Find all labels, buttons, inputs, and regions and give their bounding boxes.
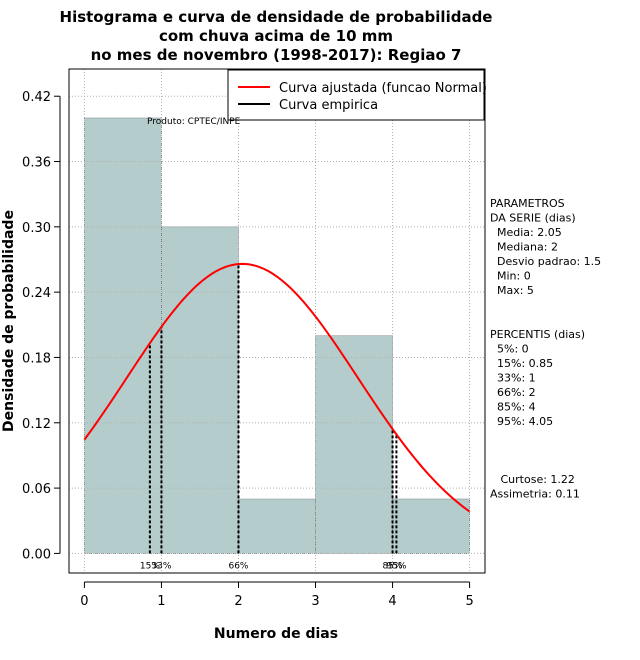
y-tick-label-4: 0.24 [22,286,51,301]
x-axis: 0 1 2 3 4 5 [80,581,474,609]
y-tick-label-6: 0.36 [22,156,51,171]
percentis-line-1: PERCENTIS (dias) [490,328,585,341]
percentis-line-5: 66%: 2 [490,386,536,399]
percentile-label-3: 66% [228,561,248,571]
y-tick-label-2: 0.12 [22,417,51,432]
title-line-1: Histograma e curva de densidade de proba… [60,8,493,26]
y-tick-label-7: 0.42 [22,90,51,105]
percentis-line-7: 95%: 4.05 [490,415,553,428]
legend-label-fit: Curva ajustada (funcao Normal) [279,81,487,96]
curve-layer [83,262,471,513]
x-tick-label-3: 3 [311,594,319,609]
parametros-line-3: Media: 2.05 [490,226,562,239]
y-axis-label: Densidade de probabilidade [1,210,17,432]
x-tick-label-4: 4 [388,594,396,609]
side-parametros: PARAMETROS DA SERIE (dias) Media: 2.05 Me… [490,197,601,297]
stats-line-1: Curtose: 1.22 [490,473,575,486]
percentile-label-1: 15% [140,561,160,571]
y-tick-label-1: 0.06 [22,482,51,497]
legend: Curva ajustada (funcao Normal) Curva emp… [227,69,487,121]
percentile-label-5: 95% [386,561,406,571]
parametros-line-1: PARAMETROS [490,197,565,210]
histogram-bar-1 [84,117,162,554]
title-line-3: no mes de novembro (1998-2017): Regiao 7 [91,46,462,64]
plot-frame [68,68,486,574]
percentis-line-2: 5%: 0 [490,343,529,356]
histogram-bar-5 [392,498,470,554]
legend-label-empirical: Curva empirica [279,98,378,113]
x-tick-label-5: 5 [465,594,473,609]
x-tick-label-1: 1 [157,594,165,609]
parametros-line-7: Max: 5 [490,284,534,297]
histogram-bar-2 [161,226,239,554]
percentis-line-6: 85%: 4 [490,401,536,414]
percentis-line-4: 33%: 1 [490,372,536,385]
parametros-line-5: Desvio padrao: 1.5 [490,255,601,268]
histogram-bar-4 [315,335,393,554]
parametros-line-2: DA SERIE (dias) [490,212,576,225]
producer-label: Produto: CPTEC/INPE [147,117,241,127]
y-tick-label-0: 0.00 [22,547,51,562]
y-axis: 0.00 0.06 0.12 0.18 0.24 0.30 0.36 0.42 [22,90,61,562]
title-line-2: com chuva acima de 10 mm [159,27,393,45]
legend-box [227,69,485,121]
percentile-labels: 15%33% 66% 85%95% [140,561,407,571]
side-percentis: PERCENTIS (dias) 5%: 0 15%: 0.85 33%: 1 … [490,328,585,428]
y-tick-label-5: 0.30 [22,221,51,236]
percentis-line-3: 15%: 0.85 [490,357,553,370]
histogram-bar-3 [238,498,316,554]
grid-layer [69,69,485,573]
x-tick-label-0: 0 [80,594,88,609]
fitted-normal-curve [83,262,471,513]
y-tick-label-3: 0.18 [22,351,51,366]
x-axis-label: Numero de dias [214,626,338,642]
percentile-label-4: 85% [383,561,403,571]
parametros-line-6: Min: 0 [490,270,531,283]
stats-line-2: Assimetria: 0.11 [490,488,580,501]
chart-title: Histograma e curva de densidade de proba… [60,8,493,64]
side-stats: Curtose: 1.22 Assimetria: 0.11 [490,473,580,501]
x-tick-label-2: 2 [234,594,242,609]
parametros-line-4: Mediana: 2 [490,241,558,254]
percentile-label-2: 33% [151,561,171,571]
empirical-layer [148,264,398,554]
